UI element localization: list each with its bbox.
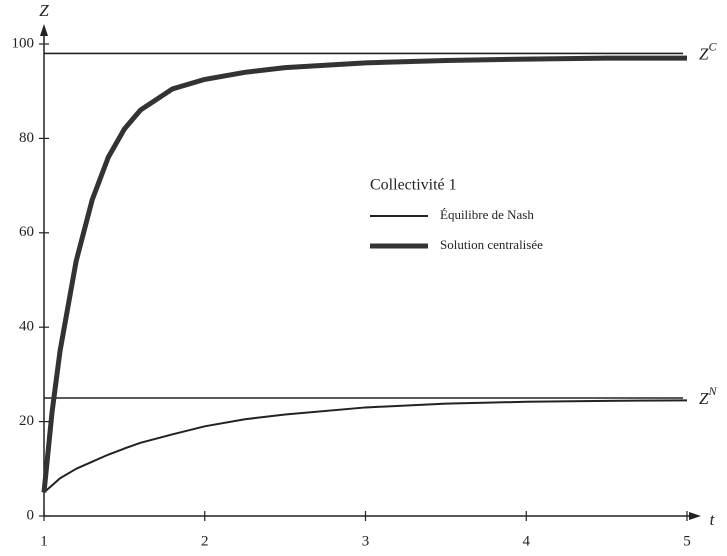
- legend-label: Équilibre de Nash: [440, 207, 534, 222]
- legend-title: Collectivité 1: [370, 177, 457, 194]
- legend-label: Solution centralisée: [440, 237, 543, 252]
- series-line: [41, 55, 687, 493]
- y-tick-label: 20: [19, 413, 34, 429]
- y-arrow: [40, 24, 48, 36]
- reference-label-sup: N: [707, 384, 717, 398]
- x-axis-label: t: [710, 510, 716, 529]
- reference-label: ZC: [699, 39, 717, 63]
- y-tick-label: 100: [12, 35, 35, 51]
- x-tick-label: 3: [362, 533, 370, 549]
- x-tick-label: 5: [683, 533, 691, 549]
- y-axis-label: Z: [39, 1, 49, 20]
- y-tick-label: 80: [19, 130, 34, 146]
- reference-label-main: Z: [699, 44, 709, 63]
- reference-label-main: Z: [699, 389, 709, 408]
- x-tick-label: 4: [523, 533, 531, 549]
- reference-label-sup: C: [708, 39, 717, 53]
- reference-label: ZN: [699, 384, 717, 408]
- x-arrow: [689, 512, 701, 520]
- y-tick-label: 40: [19, 319, 34, 335]
- series-line: [43, 399, 688, 494]
- y-tick-label: 60: [19, 224, 34, 240]
- x-tick-label: 1: [40, 533, 48, 549]
- x-tick-label: 2: [201, 533, 209, 549]
- y-tick-label: 0: [27, 507, 35, 523]
